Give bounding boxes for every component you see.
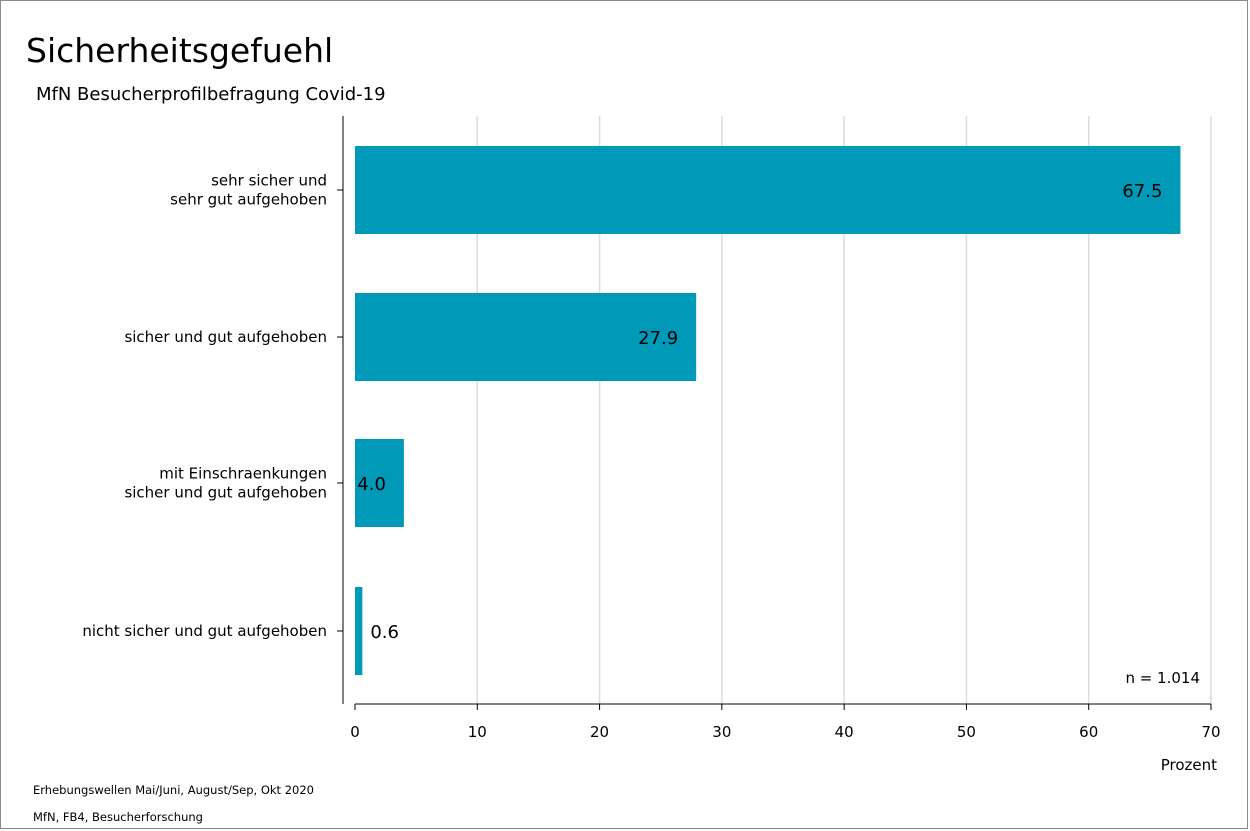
bars [355,146,1181,675]
bar-3 [355,587,363,675]
category-label-3: nicht sicher und gut aufgehoben [82,622,327,640]
x-tick-label-70: 70 [1201,723,1220,741]
x-tick-label-40: 40 [835,723,854,741]
category-label-2: mit Einschraenkungen sicher und gut aufge… [124,465,327,502]
bar-value-label-0: 67.5 [1122,181,1162,202]
labels: 0 10 20 30 40 50 60 70 sehr sicher und sehr gut a… [82,172,1220,742]
x-tick-label-60: 60 [1079,723,1098,741]
chart-title: Sicherheitsgefuehl [26,31,334,70]
bar-value-label-3: 0.6 [370,622,399,643]
footnote-survey-waves: Erhebungswellen Mai/Juni, August/Sep, Ok… [33,783,314,797]
x-tick-label-30: 30 [712,723,731,741]
bar-value-label-2: 4.0 [357,474,386,495]
x-tick-label-50: 50 [957,723,976,741]
x-tick-label-0: 0 [350,723,360,741]
x-axis-title: Prozent [1161,756,1217,774]
footnote-source: MfN, FB4, Besucherforschung [33,810,203,824]
sample-size-annotation: n = 1.014 [1125,669,1200,687]
bar-value-label-1: 27.9 [638,328,678,349]
chart-subtitle: MfN Besucherprofilbefragung Covid-19 [36,84,386,105]
bar-1 [355,293,697,381]
x-tick-label-20: 20 [590,723,609,741]
axes [337,116,1212,710]
category-label-0: sehr sicher und sehr gut aufgehoben [170,172,327,209]
category-label-1: sicher und gut aufgehoben [124,328,327,346]
x-tick-label-10: 10 [468,723,487,741]
bar-0 [355,146,1181,234]
bar-2 [355,439,404,527]
